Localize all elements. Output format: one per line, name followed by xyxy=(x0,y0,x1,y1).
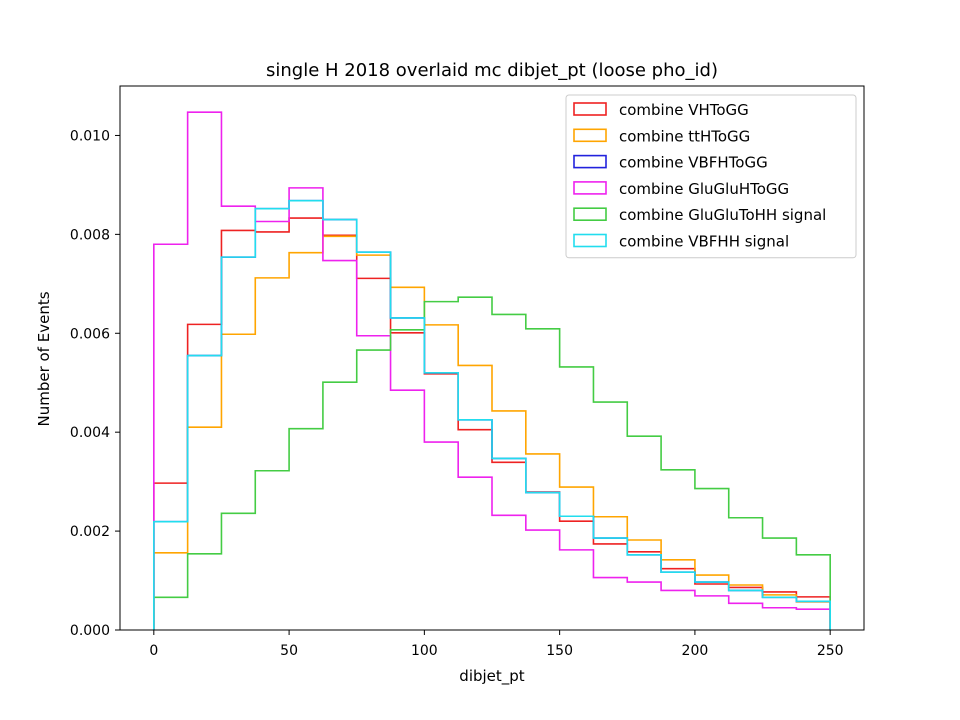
x-tick-label: 150 xyxy=(546,643,573,659)
histogram-series-3 xyxy=(153,199,831,630)
legend-label: combine VBFHToGG xyxy=(619,154,768,172)
y-tick-label: 0.000 xyxy=(70,623,110,639)
histogram-series-6 xyxy=(153,199,831,630)
y-tick-label: 0.006 xyxy=(70,326,110,342)
legend-swatch xyxy=(573,233,607,248)
y-tick-label: 0.002 xyxy=(70,524,110,540)
legend-swatch xyxy=(573,128,607,143)
chart-title: single H 2018 overlaid mc dibjet_pt (loo… xyxy=(266,60,718,81)
legend-swatch xyxy=(573,154,607,169)
x-tick-label: 50 xyxy=(280,643,298,659)
legend-label: combine GluGluToHH signal xyxy=(619,206,826,224)
x-tick-label: 250 xyxy=(817,643,844,659)
plot-area: 0 50 100 150 200 250 0.000 0.002 0.004 0.006 0.008… xyxy=(70,85,865,659)
legend-label: combine VHToGG xyxy=(619,101,749,119)
legend-swatch xyxy=(573,207,607,221)
legend-label: combine GluGluHToGG xyxy=(619,180,789,198)
x-tick-label: 0 xyxy=(149,643,158,659)
x-axis-title: dibjet_pt xyxy=(459,667,525,686)
legend-swatch xyxy=(573,102,607,116)
y-tick-label: 0.008 xyxy=(70,227,110,243)
legend-swatch xyxy=(573,181,607,195)
y-tick-label: 0.004 xyxy=(70,425,110,441)
plot-frame xyxy=(119,85,865,631)
x-tick-label: 200 xyxy=(682,643,709,659)
histogram-series-2 xyxy=(153,235,831,630)
x-tick-label: 100 xyxy=(411,643,438,659)
y-tick-label: 0.010 xyxy=(70,128,110,144)
legend-label: combine ttHToGG xyxy=(619,127,750,145)
legend-box xyxy=(565,94,857,259)
histogram-series-5 xyxy=(153,296,831,630)
y-axis-title: Number of Events xyxy=(35,291,53,426)
legend: combine VHToGG combine ttHToGG combine VBF… xyxy=(565,94,857,259)
legend-label: combine VBFHH signal xyxy=(619,233,789,251)
